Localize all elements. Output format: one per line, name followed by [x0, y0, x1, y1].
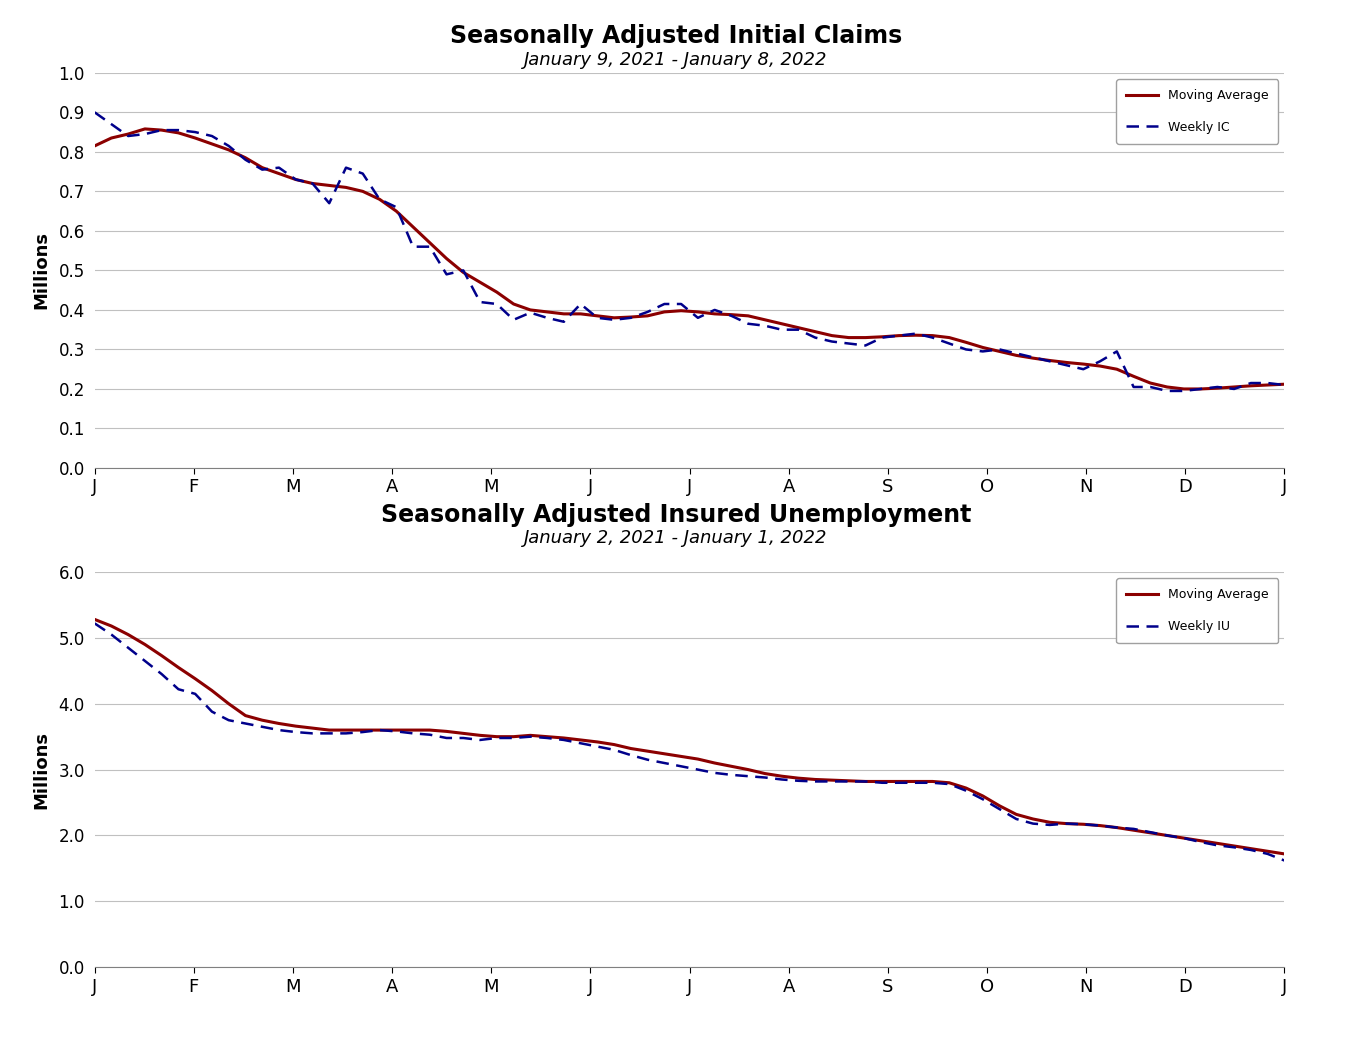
Weekly IU	[488, 732, 504, 745]
Moving Average	[87, 139, 103, 152]
Moving Average	[506, 297, 522, 310]
Moving Average	[1209, 382, 1225, 394]
Moving Average	[857, 332, 873, 344]
Weekly IC	[87, 106, 103, 119]
Moving Average	[270, 167, 287, 180]
Moving Average	[1276, 378, 1293, 390]
Moving Average	[488, 730, 504, 743]
Moving Average	[1276, 848, 1293, 860]
Moving Average	[137, 123, 153, 135]
Text: Seasonally Adjusted Initial Claims: Seasonally Adjusted Initial Claims	[450, 24, 902, 49]
Moving Average	[87, 614, 103, 626]
Legend: Moving Average, Weekly IU: Moving Average, Weekly IU	[1117, 578, 1278, 643]
Weekly IU	[1276, 854, 1293, 866]
Weekly IU	[254, 721, 270, 733]
Weekly IU	[372, 724, 388, 736]
Y-axis label: Millions: Millions	[32, 231, 50, 310]
Moving Average	[372, 724, 388, 736]
Weekly IC	[1159, 385, 1175, 397]
Moving Average	[1176, 383, 1192, 395]
Weekly IU	[841, 775, 857, 787]
Weekly IC	[254, 163, 270, 176]
Moving Average	[773, 317, 790, 330]
Line: Moving Average: Moving Average	[95, 129, 1284, 389]
Line: Weekly IC: Weekly IC	[95, 112, 1284, 391]
Weekly IU	[891, 777, 907, 789]
Moving Average	[891, 775, 907, 787]
Text: January 9, 2021 - January 8, 2022: January 9, 2021 - January 8, 2022	[525, 51, 827, 70]
Weekly IC	[891, 330, 907, 342]
Weekly IC	[757, 319, 773, 332]
Line: Moving Average: Moving Average	[95, 620, 1284, 854]
Moving Average	[841, 775, 857, 787]
Weekly IC	[841, 337, 857, 349]
Weekly IU	[87, 617, 103, 629]
Weekly IC	[372, 193, 388, 206]
Moving Average	[757, 768, 773, 780]
Legend: Moving Average, Weekly IC: Moving Average, Weekly IC	[1117, 79, 1278, 144]
Weekly IC	[1276, 379, 1293, 391]
Y-axis label: Millions: Millions	[32, 730, 50, 809]
Line: Weekly IU: Weekly IU	[95, 623, 1284, 860]
Text: January 2, 2021 - January 1, 2022: January 2, 2021 - January 1, 2022	[525, 528, 827, 547]
Text: Seasonally Adjusted Insured Unemployment: Seasonally Adjusted Insured Unemployment	[381, 502, 971, 527]
Moving Average	[254, 713, 270, 726]
Weekly IU	[757, 772, 773, 784]
Moving Average	[907, 329, 923, 341]
Weekly IC	[488, 297, 504, 310]
